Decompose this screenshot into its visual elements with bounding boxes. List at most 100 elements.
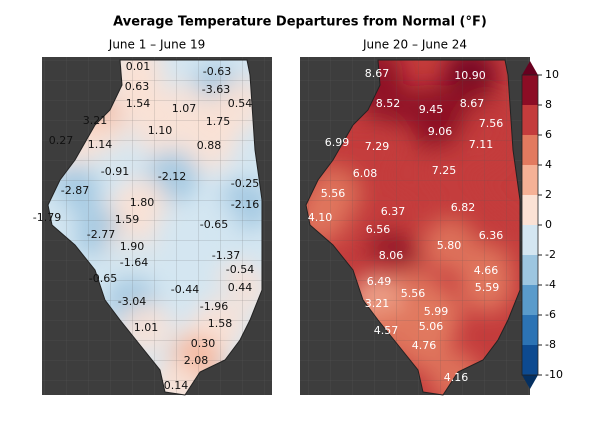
station-value: -1.96 (200, 300, 228, 313)
colorbar-tick-label: -8 (545, 338, 556, 351)
station-value: 6.49 (367, 275, 392, 288)
station-value: -2.12 (158, 170, 186, 183)
station-value: 6.36 (479, 229, 504, 242)
colorbar-tick-label: 10 (545, 68, 559, 81)
station-value: 1.75 (206, 115, 231, 128)
colorbar-over (522, 61, 538, 75)
station-value: 0.27 (49, 134, 74, 147)
station-value: 5.99 (424, 305, 449, 318)
station-value: 3.21 (365, 297, 390, 310)
station-value: -1.79 (33, 211, 61, 224)
station-value: -3.63 (202, 83, 230, 96)
station-value: 3.21 (83, 114, 108, 127)
station-value: 1.54 (126, 97, 151, 110)
colorbar-swatch (522, 105, 538, 135)
colorbar-swatch (522, 75, 538, 105)
station-value: -0.44 (171, 283, 199, 296)
colorbar-tick-label: -6 (545, 308, 556, 321)
station-value: 6.37 (381, 205, 406, 218)
station-value: 5.59 (475, 281, 500, 294)
colorbar-tick-label: 0 (545, 218, 552, 231)
colorbar-swatch (522, 255, 538, 285)
station-value: 8.06 (379, 249, 404, 262)
station-value: 10.90 (454, 69, 486, 82)
colorbar-tick-label: 8 (545, 98, 552, 111)
station-value: -2.77 (87, 228, 115, 241)
station-value: 1.10 (148, 124, 173, 137)
station-value: 1.59 (115, 213, 140, 226)
colorbar-tick-label: 2 (545, 188, 552, 201)
station-value: 7.29 (365, 140, 390, 153)
station-value: 7.11 (469, 138, 494, 151)
station-value: 1.80 (130, 196, 155, 209)
station-value: -0.54 (226, 263, 254, 276)
station-value: 4.66 (474, 264, 499, 277)
station-value: -0.91 (101, 165, 129, 178)
panel-subtitle: June 20 – June 24 (362, 38, 467, 52)
colorbar-swatch (522, 195, 538, 225)
map-panel: 0.01 -0.63 0.63 -3.63 1.54 1.07 0.54 3.21 1.75 1.… (33, 57, 272, 396)
station-value: 0.63 (125, 80, 150, 93)
station-value: -3.04 (118, 295, 146, 308)
station-value: 1.58 (208, 317, 233, 330)
station-value: 5.06 (419, 320, 444, 333)
colorbar-tick-label: 4 (545, 158, 552, 171)
station-value: 0.14 (164, 379, 189, 392)
station-value: 9.06 (428, 125, 453, 138)
map-panel: 8.67 10.90 8.52 9.45 8.67 7.56 9.06 7.11 6.99 7.2… (300, 57, 530, 396)
station-value: 6.99 (325, 136, 350, 149)
colorbar-swatch (522, 345, 538, 375)
state-border (47, 59, 263, 396)
station-value: -0.25 (231, 177, 259, 190)
station-value: 4.57 (374, 324, 399, 337)
station-value: 4.16 (444, 371, 469, 384)
station-value: -1.37 (212, 249, 240, 262)
station-value: -2.87 (61, 184, 89, 197)
colorbar-swatch (522, 225, 538, 255)
station-value: 1.90 (120, 240, 145, 253)
station-value: -2.16 (231, 198, 259, 211)
station-value: 8.52 (376, 97, 401, 110)
station-value: 0.01 (126, 60, 151, 73)
station-value: -0.63 (203, 65, 231, 78)
station-value: -1.64 (120, 256, 148, 269)
colorbar-swatch (522, 315, 538, 345)
station-value: 7.25 (432, 164, 457, 177)
station-value: 5.80 (437, 239, 462, 252)
station-value: 6.82 (451, 201, 476, 214)
station-value: 4.76 (412, 339, 437, 352)
colorbar: -10 -8 -6 -4 -2 0 2 4 6 8 10 (521, 61, 563, 389)
station-value: 0.30 (191, 337, 216, 350)
state-border (305, 59, 521, 396)
station-value: -0.65 (200, 218, 228, 231)
station-value: 5.56 (321, 187, 346, 200)
station-value: 2.08 (184, 354, 209, 367)
county-grid (48, 60, 262, 395)
colorbar-tick-label: 6 (545, 128, 552, 141)
colorbar-under (522, 375, 538, 389)
station-value: 1.07 (172, 102, 197, 115)
station-value: 7.56 (479, 117, 504, 130)
station-value: 6.56 (366, 223, 391, 236)
station-value: 9.45 (419, 103, 444, 116)
station-value: 5.56 (401, 287, 426, 300)
station-value: 1.01 (134, 321, 159, 334)
figure-title: Average Temperature Departures from Norm… (113, 15, 487, 30)
station-value: 0.44 (228, 281, 253, 294)
colorbar-tick-label: -4 (545, 278, 556, 291)
station-value: 8.67 (365, 67, 390, 80)
county-grid (306, 60, 520, 395)
colorbar-tick-label: -10 (545, 368, 563, 381)
colorbar-swatch (522, 165, 538, 195)
station-value: 4.10 (308, 211, 333, 224)
station-value: 0.54 (228, 97, 253, 110)
station-value: 8.67 (460, 97, 485, 110)
colorbar-swatch (522, 285, 538, 315)
station-value: -0.65 (89, 272, 117, 285)
colorbar-tick-label: -2 (545, 248, 556, 261)
colorbar-swatch (522, 135, 538, 165)
station-value: 0.88 (197, 139, 222, 152)
station-value: 1.14 (88, 138, 113, 151)
station-value: 6.08 (353, 167, 378, 180)
